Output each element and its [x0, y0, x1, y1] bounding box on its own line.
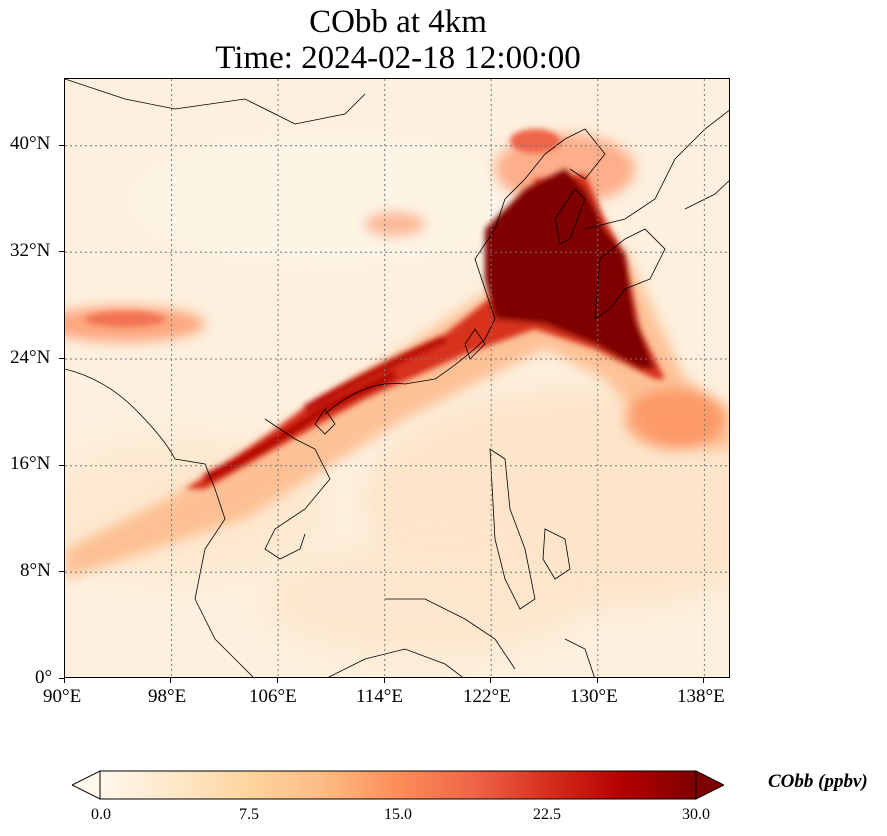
x-tick-mark [277, 678, 278, 683]
colorbar-extend-low [70, 770, 101, 800]
x-tick-label: 130°E [570, 686, 618, 707]
colorbar-tick-label: 15.0 [384, 806, 412, 823]
y-tick-label: 0° [35, 667, 53, 688]
colorbar-extend-high [695, 770, 726, 800]
y-tick-label: 16°N [10, 453, 51, 474]
colorbar-tick-label: 7.5 [239, 806, 259, 823]
x-tick-mark [384, 678, 385, 683]
colorbar [70, 770, 726, 800]
field-layer [65, 79, 729, 677]
y-tick-label: 32°N [10, 240, 51, 261]
y-tick-label: 40°N [10, 133, 51, 154]
colorbar-gradient [99, 770, 697, 800]
y-tick-mark [59, 251, 64, 252]
y-tick-mark [59, 358, 64, 359]
x-tick-mark [703, 678, 704, 683]
x-tick-label: 90°E [43, 686, 82, 707]
map-canvas [65, 79, 729, 677]
colorbar-tick-label: 30.0 [682, 806, 710, 823]
x-tick-mark [597, 678, 598, 683]
y-tick-mark [59, 145, 64, 146]
y-tick-mark [59, 678, 64, 679]
x-tick-label: 106°E [249, 686, 297, 707]
x-tick-mark [170, 678, 171, 683]
x-tick-label: 122°E [463, 686, 511, 707]
coastlines [65, 79, 729, 677]
x-tick-mark [64, 678, 65, 683]
colorbar-tick-label: 22.5 [533, 806, 561, 823]
colorbar-graphic [70, 770, 726, 800]
map-panel [64, 78, 730, 678]
y-tick-mark [59, 571, 64, 572]
y-tick-label: 8°N [20, 560, 51, 581]
title-line-2: Time: 2024-02-18 12:00:00 [215, 40, 581, 76]
x-tick-mark [490, 678, 491, 683]
x-tick-label: 114°E [356, 686, 403, 707]
graticule [65, 79, 729, 677]
colorbar-tick-label: 0.0 [91, 806, 111, 823]
y-tick-mark [59, 465, 64, 466]
x-tick-label: 138°E [677, 686, 725, 707]
y-tick-label: 24°N [10, 347, 51, 368]
x-tick-label: 98°E [148, 686, 187, 707]
colorbar-label: CObb (ppbv) [768, 771, 868, 792]
title-line-1: CObb at 4km [309, 4, 487, 40]
